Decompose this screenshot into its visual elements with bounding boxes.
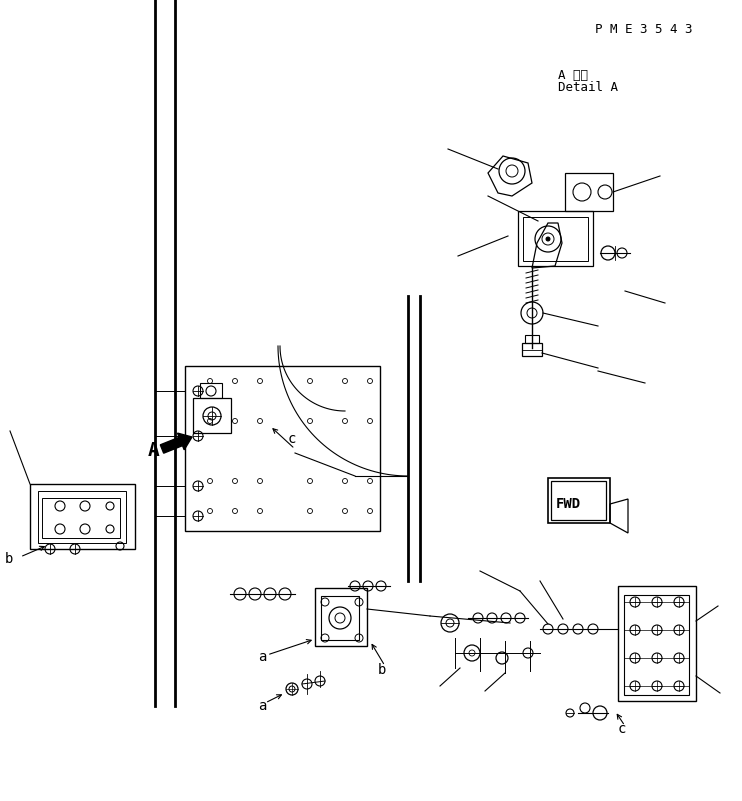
- Bar: [185, 366, 380, 531]
- Bar: [551, 481, 606, 520]
- Bar: [38, 491, 126, 543]
- Bar: [193, 398, 231, 433]
- Bar: [525, 335, 539, 343]
- Text: a: a: [258, 699, 266, 713]
- Bar: [522, 343, 542, 356]
- Bar: [30, 484, 135, 549]
- Text: A: A: [148, 441, 160, 460]
- Bar: [518, 211, 593, 266]
- Bar: [42, 498, 120, 538]
- Text: Detail A: Detail A: [558, 81, 618, 94]
- Bar: [315, 588, 367, 646]
- Text: FWD: FWD: [556, 497, 581, 511]
- Bar: [624, 595, 689, 695]
- FancyArrow shape: [160, 433, 192, 453]
- Bar: [523, 217, 588, 261]
- Bar: [548, 478, 610, 523]
- Circle shape: [546, 237, 550, 241]
- Bar: [321, 596, 359, 640]
- Text: b: b: [378, 663, 387, 677]
- Bar: [565, 173, 613, 211]
- Text: a: a: [258, 650, 266, 664]
- Text: b: b: [5, 552, 13, 566]
- Bar: [200, 383, 222, 398]
- Text: c: c: [288, 432, 296, 446]
- Text: c: c: [618, 722, 626, 736]
- Bar: [618, 586, 696, 701]
- Text: A 詳細: A 詳細: [558, 69, 588, 82]
- Text: P M E 3 5 4 3: P M E 3 5 4 3: [595, 23, 692, 36]
